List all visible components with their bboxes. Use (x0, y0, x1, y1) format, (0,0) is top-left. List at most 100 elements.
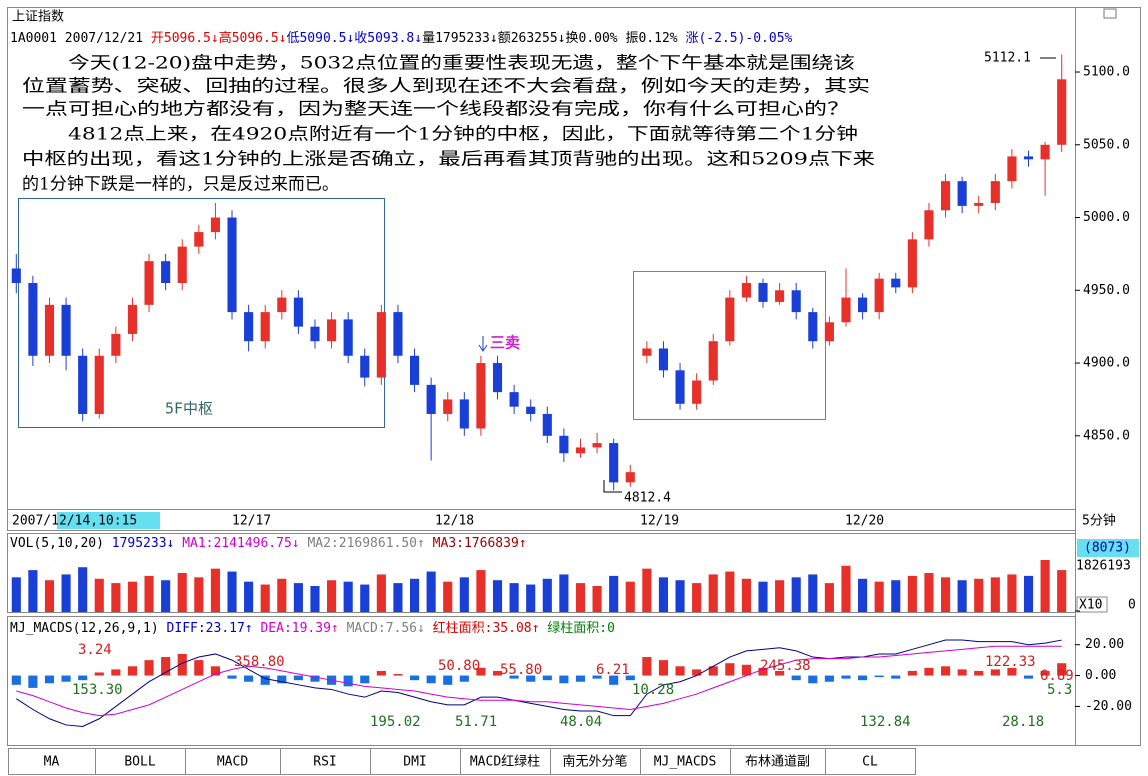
volume-bar (957, 580, 967, 612)
macd-bar (111, 669, 121, 676)
header-segment: DIFF:23.17↑ (167, 621, 261, 636)
header-segment: 1A0001 2007/12/21 (10, 31, 151, 46)
header-segment: 量1795233↓ (422, 31, 498, 46)
candle-body (343, 319, 353, 356)
macd-bar (509, 675, 519, 679)
tab-label[interactable]: CL (862, 755, 878, 770)
macd-bar (824, 675, 834, 682)
volume-bar (28, 570, 38, 612)
volume-bar (177, 573, 187, 612)
volume-bar (459, 577, 469, 612)
candle-body (443, 399, 453, 414)
candle-body (459, 399, 469, 429)
header-segment: MJ_MACDS(12,26,9,1) (10, 621, 167, 636)
macd-bar (924, 667, 934, 676)
period-label[interactable]: 5分钟 (1082, 513, 1116, 529)
candle-body (692, 380, 702, 404)
candle-body (426, 384, 436, 414)
window-icon[interactable] (1103, 8, 1117, 19)
macd-tick-label: 20.00 (1085, 637, 1124, 652)
header-segment: 振0.12% (625, 31, 685, 46)
macd-bar (161, 657, 171, 676)
volume-bar (393, 583, 403, 612)
macd-bar (692, 669, 702, 676)
volume-bar (343, 581, 353, 612)
macd-area-label: 245.38 (760, 658, 811, 674)
volume-bar (1057, 570, 1067, 612)
volume-bar (858, 578, 868, 612)
header-segment: 收5093.8↓ (354, 31, 422, 46)
macd-bar (858, 675, 868, 681)
candle-body (609, 443, 619, 483)
candle-body (293, 297, 303, 327)
candle-body (974, 202, 984, 206)
macd-bar (260, 675, 270, 685)
tab[interactable] (550, 748, 641, 775)
volume-bar (94, 578, 104, 612)
candle-body (194, 232, 204, 247)
header-segment: 高5096.5↓ (219, 30, 287, 46)
candle-body (1040, 144, 1050, 160)
candle-body (1007, 156, 1017, 182)
macd-bar (443, 675, 453, 685)
macd-header: MJ_MACDS(12,26,9,1) DIFF:23.17↑ DEA:19.3… (10, 620, 615, 636)
volume-bar (940, 577, 951, 612)
tab-label[interactable]: MA (44, 755, 60, 770)
tab-label[interactable]: MACD红绿柱 (470, 754, 540, 770)
tab-label[interactable]: 南无外分笔 (562, 754, 627, 770)
commentary-line: 的1分钟下跌是一样的，只是反过来而已。 (22, 175, 339, 195)
macd-bar (725, 663, 735, 676)
candle-body (708, 341, 718, 381)
header-segment: 换0.00% (566, 31, 626, 46)
macd-bar (393, 674, 403, 676)
y-tick-label: 5000.0 (1083, 210, 1130, 225)
low-label: 4812.4 (624, 491, 671, 506)
tab-label[interactable]: 布林通道副 (745, 755, 810, 770)
tab-label[interactable]: RSI (313, 755, 336, 770)
volume-bar (210, 568, 220, 612)
volume-bar (741, 578, 751, 612)
volume-bar (824, 583, 834, 612)
candle-body (310, 326, 320, 342)
macd-area-label: 3.24 (78, 642, 112, 658)
candle-body (177, 246, 187, 284)
macd-bar (1023, 675, 1034, 679)
candle-body (758, 283, 768, 302)
candle-body (924, 210, 934, 240)
x-tick-label: 2007/12/14,10:15 (12, 514, 137, 529)
macd-bar (675, 666, 685, 676)
tab[interactable] (370, 748, 461, 775)
candle-body (725, 297, 735, 342)
tab[interactable] (95, 748, 186, 775)
volume-bar (1023, 575, 1034, 612)
candle-body (244, 312, 254, 342)
macd-area-label: 132.84 (860, 714, 911, 730)
volume-bar (642, 568, 652, 612)
volume-bar (907, 575, 917, 612)
x-tick-label: 12/20 (845, 514, 884, 529)
candle-body (61, 304, 71, 356)
macd-tick-label: -20.00 (1085, 699, 1132, 714)
tab[interactable] (730, 748, 826, 775)
tab-label[interactable]: MACD (217, 755, 248, 770)
candle-body (542, 413, 552, 436)
tab-label[interactable]: MJ_MACDS (654, 755, 717, 770)
candle-body (144, 261, 154, 305)
candle-body (376, 312, 386, 378)
tab[interactable] (8, 748, 96, 775)
macd-bar (592, 675, 602, 679)
macd-bar (708, 666, 718, 676)
candle-body (227, 217, 237, 313)
tab[interactable] (825, 748, 916, 775)
tab[interactable] (460, 748, 551, 775)
macd-bar (343, 675, 353, 687)
macd-bar (625, 675, 635, 681)
macd-bar (293, 675, 303, 681)
macd-area-label: 122.33 (985, 654, 1036, 670)
tab-label[interactable]: DMI (403, 755, 426, 770)
tab-label[interactable]: BOLL (124, 755, 155, 770)
pivot-label: 5F中枢 (165, 400, 213, 418)
volume-bar (924, 573, 934, 612)
macd-bar (1040, 670, 1050, 676)
candle-body (94, 355, 104, 414)
